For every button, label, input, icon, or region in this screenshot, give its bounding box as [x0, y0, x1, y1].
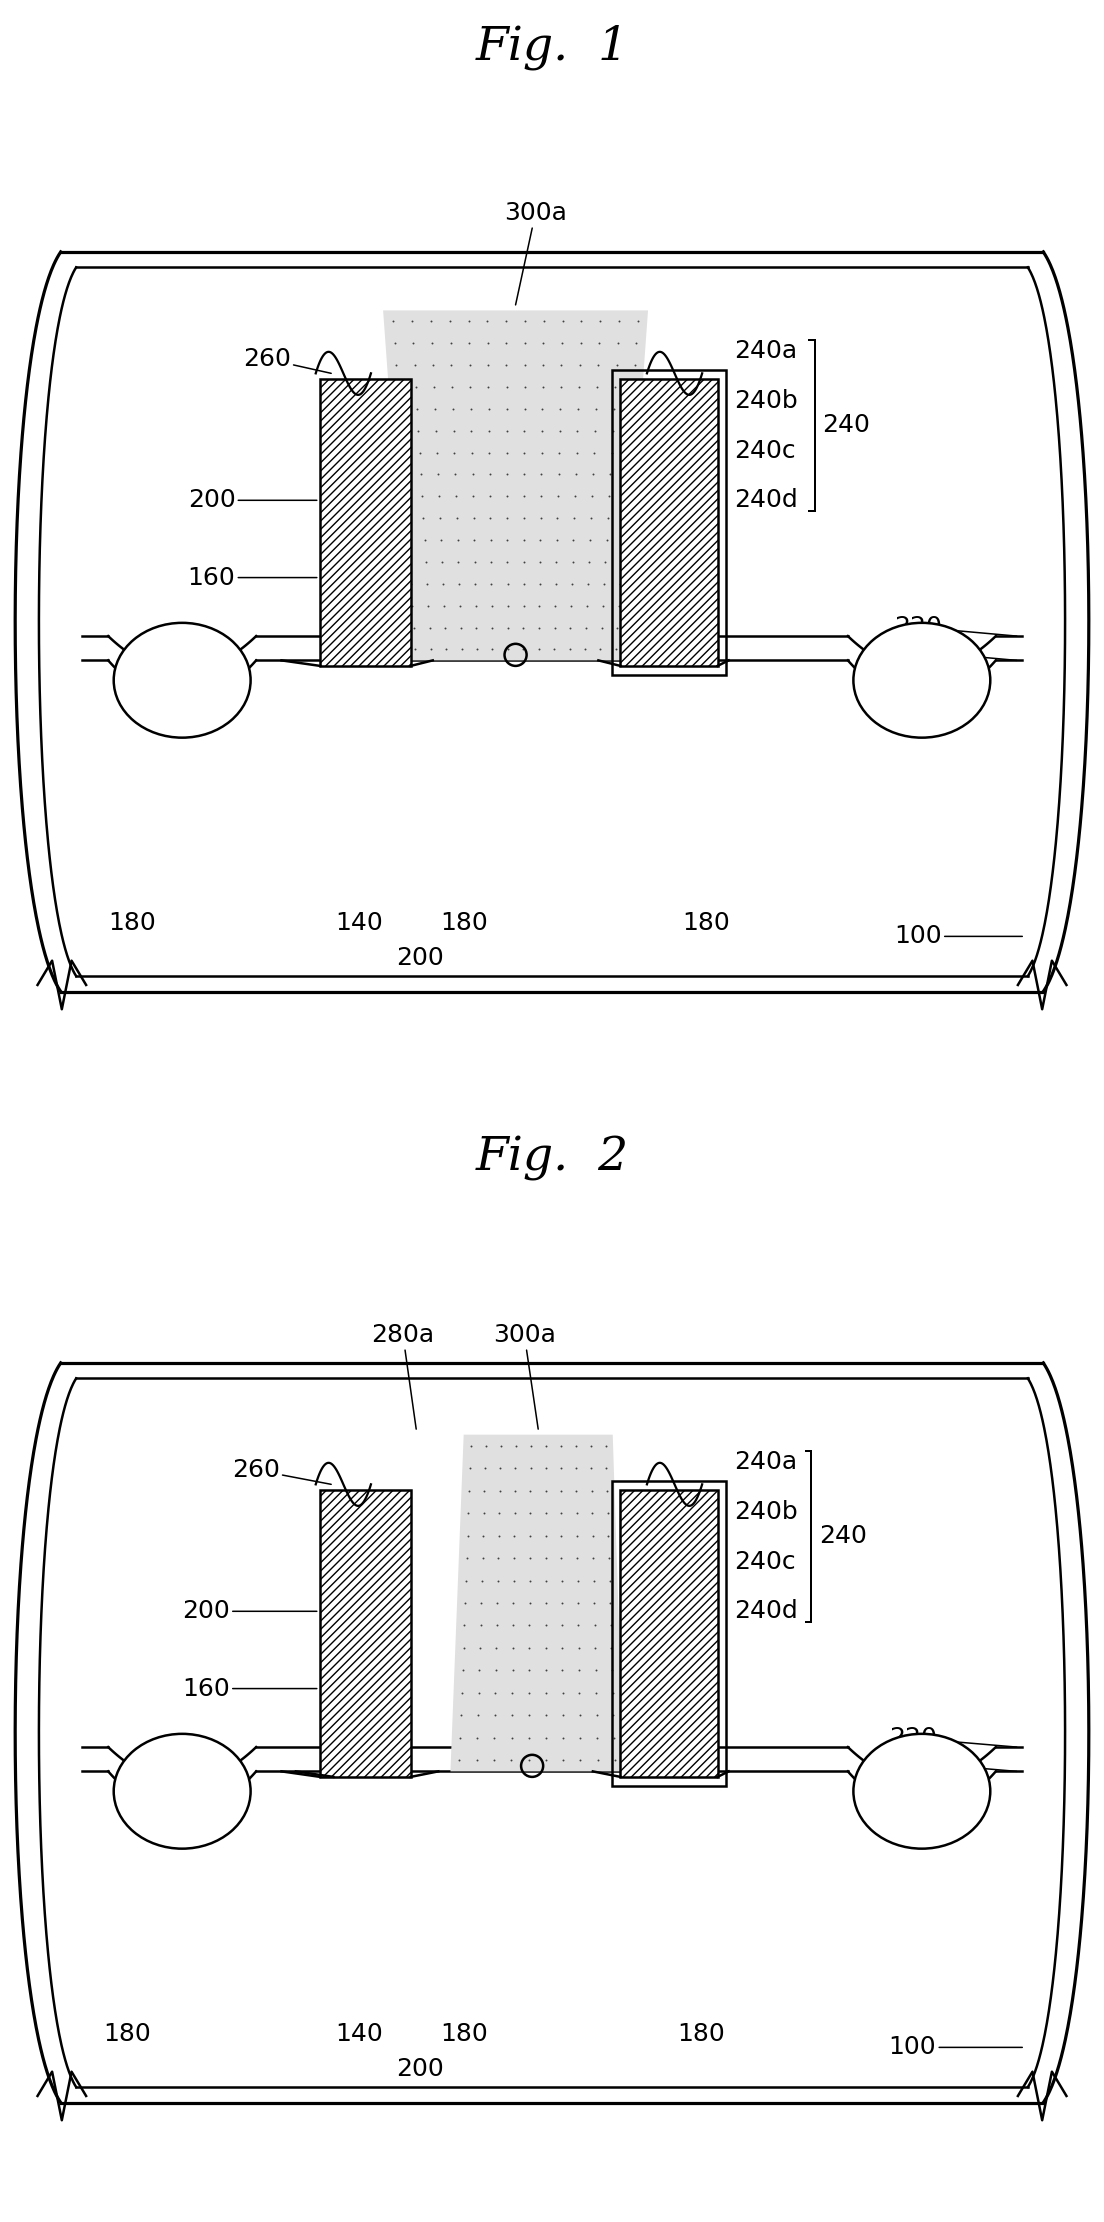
Bar: [320, 380, 411, 667]
Bar: [612, 371, 726, 675]
Text: 160: 160: [188, 567, 317, 589]
Text: Fig.  1: Fig. 1: [476, 24, 628, 71]
Text: 140: 140: [335, 911, 383, 935]
Ellipse shape: [853, 1733, 990, 1849]
Text: 240d: 240d: [734, 1600, 798, 1624]
Text: 220: 220: [894, 615, 1017, 640]
Text: Fig.  2: Fig. 2: [476, 1135, 628, 1182]
Text: 200: 200: [188, 489, 317, 513]
Text: 280a: 280a: [371, 1324, 435, 1429]
Text: 240b: 240b: [734, 1500, 798, 1524]
Text: 180: 180: [439, 2022, 488, 2046]
Ellipse shape: [114, 1733, 251, 1849]
Text: 260: 260: [232, 1458, 331, 1484]
Text: 120: 120: [894, 640, 1017, 664]
Polygon shape: [383, 311, 648, 660]
Text: 300a: 300a: [505, 202, 566, 304]
Text: 180: 180: [677, 2022, 725, 2046]
Text: 100: 100: [889, 2035, 1022, 2060]
Text: 120: 120: [889, 1751, 1017, 1775]
Text: 100: 100: [894, 924, 1022, 949]
Text: 240d: 240d: [734, 489, 798, 513]
Ellipse shape: [114, 622, 251, 738]
Text: 240: 240: [819, 1524, 867, 1549]
Text: 240a: 240a: [734, 1451, 797, 1473]
Text: 300a: 300a: [493, 1324, 555, 1429]
Text: 200: 200: [395, 947, 444, 971]
Text: 200: 200: [395, 2058, 444, 2082]
Text: 240c: 240c: [734, 1549, 796, 1573]
Bar: [612, 1482, 726, 1786]
Text: 240b: 240b: [734, 389, 798, 413]
Text: 240: 240: [822, 413, 870, 438]
Ellipse shape: [853, 622, 990, 738]
Text: 180: 180: [439, 911, 488, 935]
Text: 260: 260: [243, 347, 331, 373]
Bar: [620, 1491, 718, 1778]
Text: 160: 160: [182, 1678, 317, 1700]
Text: 200: 200: [182, 1600, 317, 1624]
Text: 180: 180: [108, 911, 157, 935]
Text: 180: 180: [103, 2022, 151, 2046]
Text: 140: 140: [335, 2022, 383, 2046]
Polygon shape: [450, 1435, 624, 1771]
Text: 220: 220: [889, 1726, 1017, 1751]
Text: 240c: 240c: [734, 438, 796, 462]
Text: 240a: 240a: [734, 340, 797, 362]
Bar: [620, 380, 718, 667]
Text: 180: 180: [682, 911, 731, 935]
Bar: [320, 1491, 411, 1778]
